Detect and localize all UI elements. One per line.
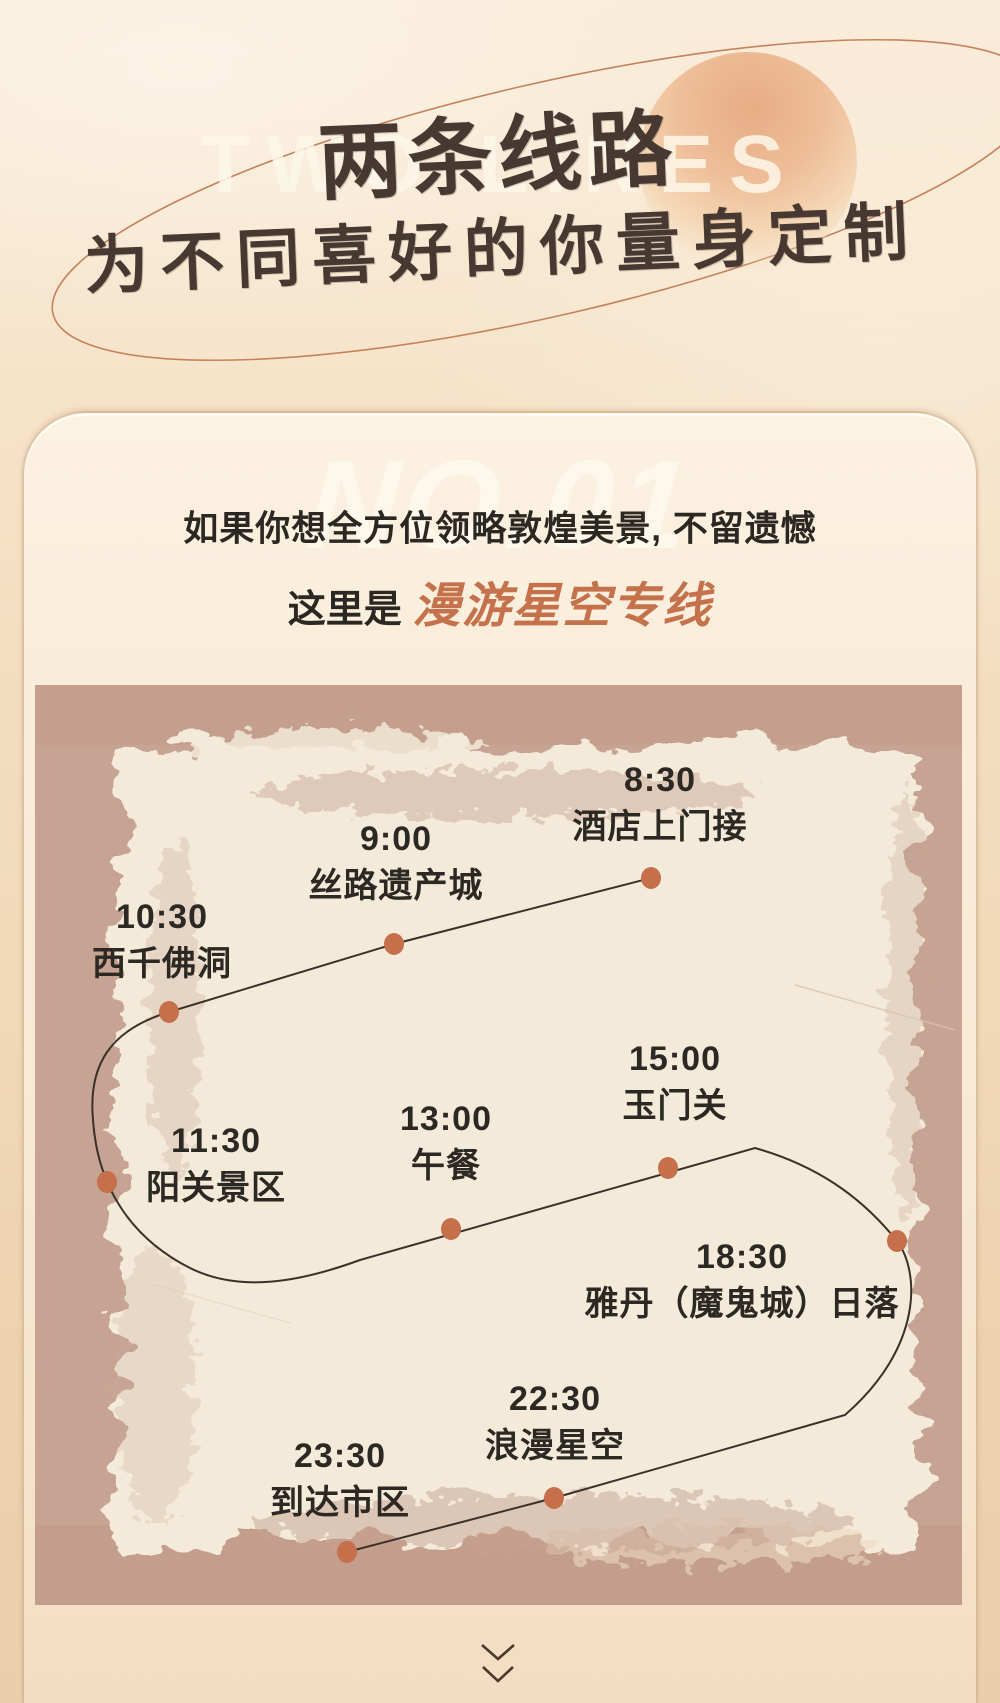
route-dot [658, 1157, 678, 1179]
route-stop: 13:00 午餐 [400, 1096, 492, 1190]
route-path [91, 877, 913, 1553]
stop-name: 玉门关 [622, 1087, 728, 1125]
route-dot [641, 867, 661, 889]
route-stop: 23:30 到达市区 [270, 1433, 410, 1527]
stop-time: 22:30 [509, 1380, 601, 1418]
card-intro-text: 如果你想全方位领略敦煌美景, 不留遗憾 [183, 509, 817, 549]
stop-name: 丝路遗产城 [308, 867, 484, 905]
route-dot [337, 1541, 357, 1563]
stop-time: 13:00 [400, 1100, 492, 1138]
stop-name: 午餐 [411, 1147, 481, 1185]
route-stop: 15:00 玉门关 [623, 1036, 728, 1130]
stop-name: 雅丹（魔鬼城）日落 [584, 1285, 900, 1323]
route-stop: 9:00 丝路遗产城 [309, 816, 484, 910]
stop-time: 10:30 [116, 898, 208, 936]
stop-name: 酒店上门接 [572, 808, 748, 846]
route-dot [384, 933, 404, 955]
gradient-sun-circle [639, 52, 857, 270]
stop-name: 浪漫星空 [485, 1427, 625, 1465]
route-stop: 11:30 阳关景区 [146, 1118, 286, 1212]
route-dot [441, 1218, 461, 1240]
stop-time: 15:00 [629, 1040, 721, 1078]
route-name-highlight: 漫游星空专线 [412, 580, 713, 633]
route-line-layer [91, 867, 913, 1563]
double-chevron-down-icon [481, 1644, 515, 1683]
route-dot [544, 1487, 564, 1509]
card-route-title: 这里是 漫游星空专线 [0, 566, 1000, 636]
route-map-panel: 8:30 酒店上门接 9:00 丝路遗产城 10:30 西千佛洞 11:30 阳… [35, 685, 962, 1605]
stop-time: 8:30 [623, 761, 697, 799]
stop-name: 阳关景区 [146, 1169, 286, 1207]
route-stop: 22:30 浪漫星空 [485, 1376, 625, 1470]
route-dot [159, 1001, 179, 1023]
stop-time: 9:00 [359, 820, 433, 858]
route-stop: 8:30 酒店上门接 [573, 757, 748, 851]
stop-name: 西千佛洞 [92, 945, 232, 983]
stop-time: 23:30 [294, 1437, 386, 1475]
background-watermark: TWO LINES [200, 119, 800, 210]
route-stop: 10:30 西千佛洞 [92, 894, 232, 988]
route-dot [887, 1230, 907, 1252]
stop-time: 18:30 [696, 1238, 788, 1276]
route-dot [97, 1171, 117, 1193]
stop-name: 到达市区 [270, 1484, 410, 1522]
route-title-prefix: 这里是 [287, 589, 402, 631]
stop-time: 11:30 [170, 1122, 262, 1160]
route-stop: 18:30 雅丹（魔鬼城）日落 [585, 1234, 900, 1328]
map-grunge-texture [35, 685, 962, 1605]
ellipse-outline-decoration [51, 38, 1000, 362]
